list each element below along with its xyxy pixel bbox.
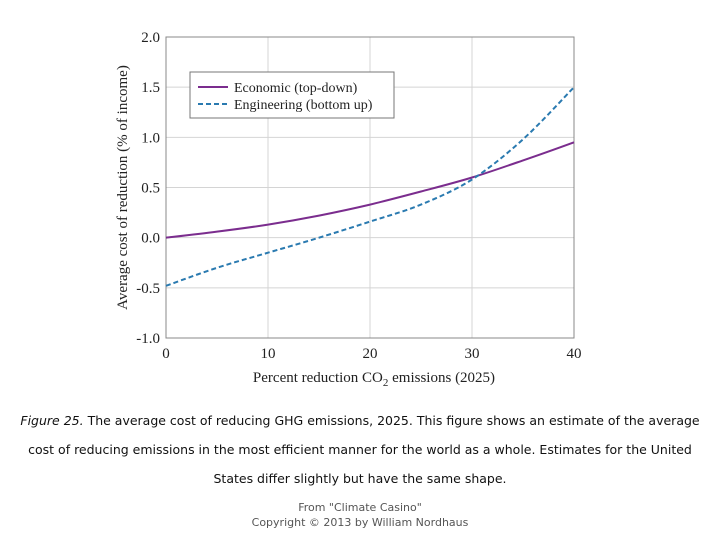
line-chart: -1.0 -0.5 0.0 0.5 1.0 1.5 2.0 0 10 20 30 40 Econom… — [115, 30, 582, 389]
caption-text: The average cost of reducing GHG emissio… — [28, 413, 700, 486]
x-axis-label: Percent reduction CO2 emissions (2025) — [253, 370, 495, 389]
source-credit: From "Climate Casino" Copyright © 2013 b… — [0, 500, 720, 530]
legend: Economic (top-down) Engineering (bottom u… — [189, 71, 395, 119]
credit-copyright: Copyright © 2013 by William Nordhaus — [251, 516, 469, 529]
y-tick-label: 1.5 — [141, 80, 160, 96]
figure-caption: Figure 25. The average cost of reducing … — [10, 406, 710, 493]
x-axis-label-main: Percent reduction CO — [253, 370, 383, 386]
legend-box — [189, 71, 395, 119]
x-tick-label: 40 — [567, 346, 582, 362]
x-axis-label-rest: emissions (2025) — [388, 370, 495, 386]
x-tick-label: 20 — [363, 346, 378, 362]
x-axis-ticks: 0 10 20 30 40 — [162, 346, 581, 362]
series-line-economic — [165, 141, 575, 239]
legend-label: Engineering (bottom up) — [234, 98, 373, 113]
y-axis-label: Average cost of reduction (% of income) — [115, 65, 131, 310]
figure-label: Figure 25. — [20, 413, 84, 428]
series-line-engineering — [165, 86, 575, 287]
y-tick-label: -0.5 — [136, 281, 160, 297]
y-tick-label: -1.0 — [136, 331, 160, 347]
x-axis-label-subscript: 2 — [383, 377, 389, 389]
x-tick-label: 0 — [162, 346, 170, 362]
plot-area-frame — [165, 36, 575, 339]
x-tick-label: 30 — [465, 346, 480, 362]
y-axis-ticks: -1.0 -0.5 0.0 0.5 1.0 1.5 2.0 — [136, 30, 160, 347]
y-tick-label: 0.5 — [141, 181, 160, 197]
series-group — [165, 86, 575, 287]
y-tick-label: 2.0 — [141, 30, 160, 46]
credit-source: From "Climate Casino" — [298, 501, 422, 514]
y-tick-label: 0.0 — [141, 231, 160, 247]
legend-label: Economic (top-down) — [234, 81, 358, 96]
y-tick-label: 1.0 — [141, 130, 160, 146]
x-tick-label: 10 — [261, 346, 276, 362]
